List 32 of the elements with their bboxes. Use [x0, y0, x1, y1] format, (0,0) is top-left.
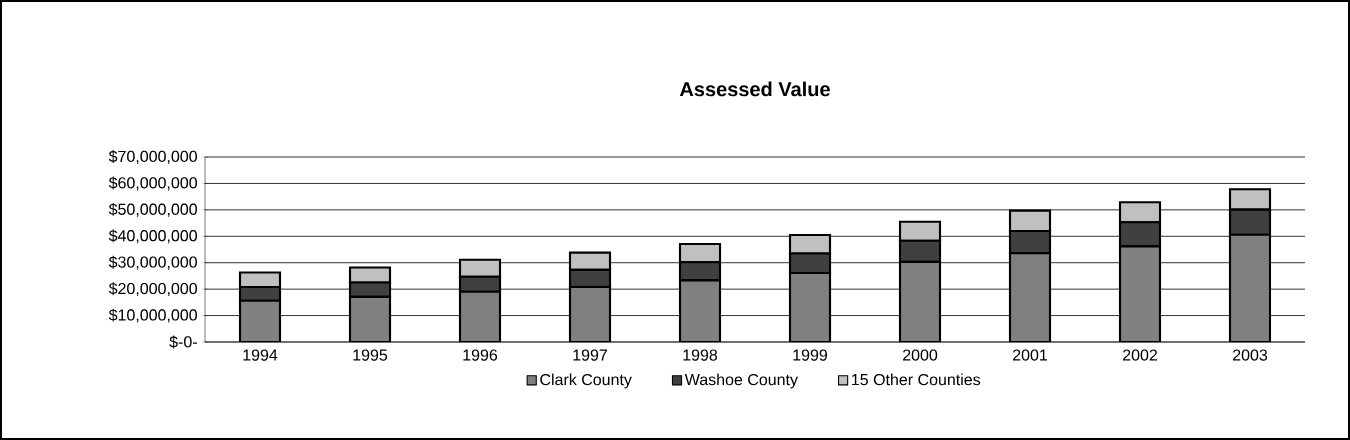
bar: [678, 279, 722, 342]
bar: [788, 271, 832, 342]
x-tick-label: 1998: [683, 349, 718, 361]
bar: [1228, 233, 1272, 342]
y-tick-label: $50,000,000: [108, 202, 197, 217]
y-tick-label: $10,000,000: [108, 308, 197, 323]
bar: [1118, 245, 1162, 342]
bar: [348, 295, 392, 342]
x-tick-label: 1995: [353, 349, 388, 361]
y-tick-label: $70,000,000: [108, 150, 197, 164]
x-tick-label: 1999: [793, 349, 828, 361]
legend-label: 15 Other Counties: [852, 373, 981, 386]
y-tick-label: $20,000,000: [108, 282, 197, 297]
x-tick-label: 1994: [243, 349, 278, 361]
y-tick-label: $30,000,000: [108, 255, 197, 270]
bar: [238, 299, 282, 342]
x-tick-label: 1997: [573, 349, 607, 361]
bar: [458, 290, 502, 342]
bar: [898, 260, 942, 342]
x-tick-label: 2000: [903, 349, 938, 361]
legend-label: Clark County: [540, 373, 632, 389]
y-tick-label: $40,000,000: [108, 229, 197, 244]
x-tick-label: 2002: [1123, 349, 1157, 361]
x-tick-label: 1996: [463, 349, 498, 361]
bar: [568, 285, 612, 342]
x-tick-label: 2003: [1233, 349, 1268, 361]
y-tick-label: $-0-: [169, 335, 197, 349]
y-tick-label: $60,000,000: [108, 176, 197, 191]
legend-label: Washoe County: [684, 373, 798, 389]
bar: [1008, 252, 1052, 342]
x-tick-label: 2001: [1013, 349, 1048, 361]
chart-title: Assessed Value: [679, 81, 830, 97]
